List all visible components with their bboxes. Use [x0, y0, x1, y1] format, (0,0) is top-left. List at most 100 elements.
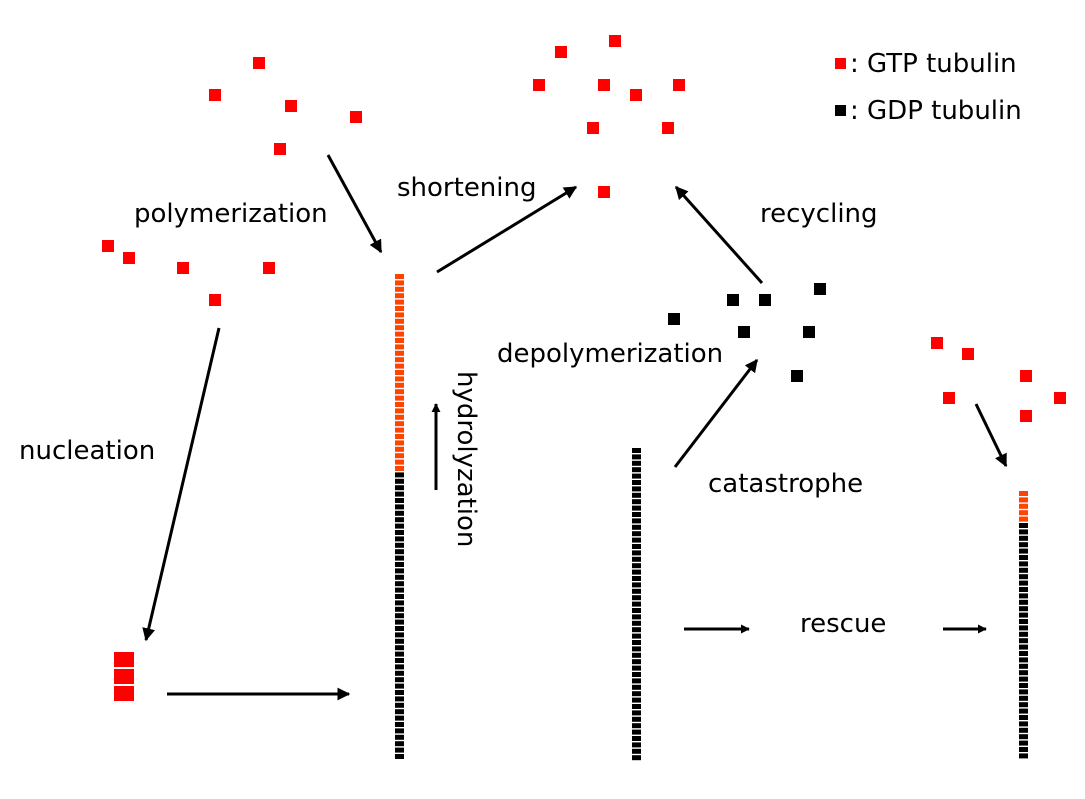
gdp-lattice-subunit: [395, 485, 404, 491]
gtp-lattice-subunit: [1019, 497, 1028, 503]
gtp-tubulin-dimer: [253, 57, 265, 69]
catastrophe-arrow: [673, 358, 759, 468]
polymerization-arrow: [326, 154, 383, 254]
gdp-lattice-subunit: [395, 709, 404, 715]
gdp-lattice-subunit: [1019, 555, 1028, 560]
gtp-lattice-subunit: [395, 325, 404, 331]
gdp-lattice-subunit: [395, 651, 404, 657]
gtp-tubulin-dimer: [931, 337, 943, 349]
gdp-lattice-subunit: [395, 715, 404, 721]
microtubule-shrinking: [632, 448, 641, 761]
gtp-lattice-subunit: [1019, 503, 1028, 509]
gdp-lattice-subunit: [632, 588, 641, 594]
gdp-lattice-subunit: [395, 587, 404, 593]
gtp-lattice-subunit: [395, 338, 404, 343]
gdp-lattice-subunit: [632, 563, 641, 569]
gdp-lattice-subunit: [1019, 683, 1028, 688]
seed-dimer: [114, 686, 134, 701]
gdp-lattice-subunit: [1019, 638, 1028, 644]
gdp-lattice-subunit: [632, 460, 641, 466]
gdp-lattice-subunit: [632, 601, 641, 607]
gdp-lattice-subunit: [395, 536, 404, 542]
gdp-lattice-subunit: [395, 690, 404, 695]
gdp-lattice-subunit: [1019, 644, 1028, 650]
gdp-lattice-subunit: [395, 734, 404, 740]
gtp-tubulin-dimer: [598, 79, 610, 91]
gdp-lattice-subunit: [1019, 740, 1028, 746]
legend-gtp-swatch: [835, 58, 846, 69]
gtp-lattice-subunit: [395, 395, 404, 401]
gdp-lattice-subunit: [1019, 676, 1028, 682]
gdp-lattice-subunit: [1019, 535, 1028, 541]
gdp-lattice-subunit: [1019, 548, 1028, 554]
gdp-lattice-subunit: [632, 748, 641, 754]
gtp-tubulin-dimer: [673, 79, 685, 91]
gdp-lattice-subunit: [632, 512, 641, 517]
gdp-lattice-subunit: [1019, 619, 1028, 624]
gdp-lattice-subunit: [632, 569, 641, 575]
gtp-tubulin-dimer: [943, 392, 955, 404]
legend-gdp-label: : GDP tubulin: [850, 96, 1022, 126]
gdp-lattice-subunit: [632, 684, 641, 690]
gdp-lattice-subunit: [632, 672, 641, 677]
legend-gdp-swatch: [835, 105, 846, 116]
gdp-lattice-subunit: [1019, 529, 1028, 535]
gdp-lattice-subunit: [395, 658, 404, 663]
gtp-lattice-subunit: [395, 421, 404, 427]
gdp-lattice-subunit: [1019, 727, 1028, 733]
gdp-lattice-subunit: [632, 595, 641, 601]
gtp-lattice-subunit: [395, 376, 404, 382]
gtp-tubulin-dimer: [285, 100, 297, 112]
catastrophe-label: catastrophe: [708, 469, 863, 499]
gdp-lattice-subunit: [395, 728, 404, 734]
gdp-lattice-subunit: [395, 683, 404, 689]
gdp-lattice-subunit: [1019, 747, 1028, 752]
gdp-lattice-subunit: [632, 710, 641, 716]
gdp-lattice-subunit: [1019, 715, 1028, 720]
gdp-lattice-subunit: [632, 640, 641, 645]
gtp-lattice-subunit: [395, 280, 404, 286]
recycling-arrow: [674, 185, 764, 285]
gdp-lattice-subunit: [1019, 702, 1028, 708]
gdp-lattice-subunit: [1019, 721, 1028, 727]
microtubule-growing: [395, 274, 404, 759]
gtp-lattice-subunit: [395, 312, 404, 318]
gdp-lattice-subunit: [1019, 542, 1028, 548]
polymerization-label: polymerization: [134, 199, 328, 229]
gtp-tubulin-dimer: [209, 294, 221, 306]
gdp-lattice-subunit: [395, 606, 404, 612]
gdp-lattice-subunit: [632, 524, 641, 530]
gdp-lattice-subunit: [632, 736, 641, 741]
gdp-lattice-subunit: [632, 454, 641, 460]
gtp-lattice-subunit: [395, 453, 404, 459]
gdp-tubulin-dimer: [738, 326, 750, 338]
gdp-lattice-subunit: [632, 665, 641, 671]
gdp-tubulin-dimer: [727, 294, 739, 306]
gdp-lattice-subunit: [632, 627, 641, 633]
legend: : GTP tubulin : GDP tubulin: [835, 49, 1022, 126]
gdp-lattice-subunit: [395, 632, 404, 638]
gdp-lattice-subunit: [395, 594, 404, 599]
gdp-lattice-subunit: [395, 581, 404, 587]
gdp-lattice-subunit: [632, 467, 641, 473]
gdp-lattice-subunit: [632, 505, 641, 511]
gdp-lattice-subunit: [632, 659, 641, 665]
gdp-lattice-subunit: [395, 619, 404, 625]
rescue-incorporation-arrow: [974, 403, 1008, 468]
depolymerization-label: depolymerization: [497, 339, 723, 369]
gtp-tubulin-dimer: [350, 111, 362, 123]
gtp-tubulin-dimer: [533, 79, 545, 91]
recycling-label: recycling: [760, 199, 878, 229]
gdp-lattice-subunit: [632, 652, 641, 658]
gdp-lattice-subunit: [395, 491, 404, 497]
gtp-tubulin-dimer: [609, 35, 621, 47]
microtubule-rescued: [1019, 491, 1028, 759]
gdp-lattice-subunit: [1019, 708, 1028, 714]
nucleation-label: nucleation: [19, 436, 155, 466]
gdp-lattice-subunit: [395, 702, 404, 708]
gdp-tubulin-dimer: [759, 294, 771, 306]
gdp-lattice-subunit: [395, 670, 404, 676]
gdp-lattice-subunit: [632, 678, 641, 684]
gdp-lattice-subunit: [395, 638, 404, 644]
rescue-label: rescue: [800, 609, 886, 639]
